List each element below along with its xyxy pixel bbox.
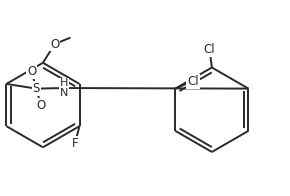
Text: O: O — [36, 99, 46, 112]
Text: Cl: Cl — [204, 43, 215, 56]
Text: O: O — [50, 37, 59, 51]
Text: S: S — [32, 82, 40, 95]
Text: O: O — [27, 65, 36, 78]
Text: Cl: Cl — [187, 75, 199, 88]
Text: F: F — [72, 137, 78, 150]
Text: H
N: H N — [60, 78, 68, 98]
